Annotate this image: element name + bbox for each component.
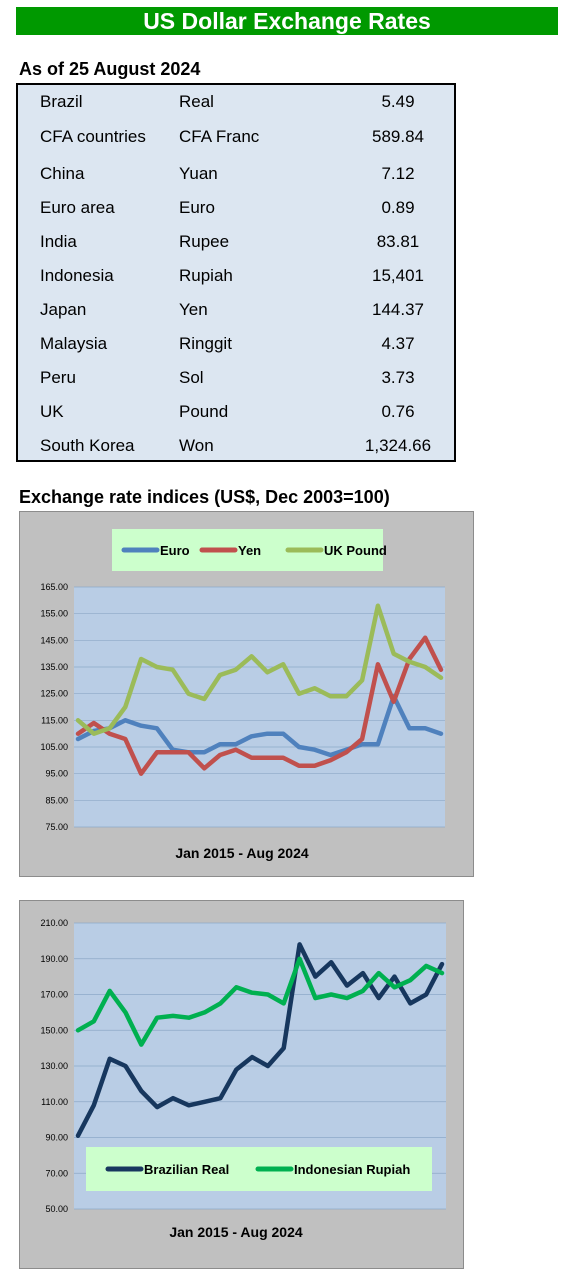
rate-row: Euro area Euro 0.89 xyxy=(18,196,454,220)
rate-value-cell: 15,401 xyxy=(372,266,424,285)
legend-label: Yen xyxy=(238,543,261,558)
indices-heading: Exchange rate indices (US$, Dec 2003=100… xyxy=(19,487,390,507)
y-tick-label: 125.00 xyxy=(40,689,68,699)
rate-row: India Rupee 83.81 xyxy=(18,230,454,254)
currency-cell: Won xyxy=(179,436,214,455)
y-tick-label: 210.00 xyxy=(40,918,68,928)
country-cell: Peru xyxy=(40,368,76,387)
y-tick-label: 95.00 xyxy=(45,769,68,779)
country-cell: UK xyxy=(40,402,64,421)
rate-value-cell: 0.76 xyxy=(381,402,415,421)
legend-label: UK Pound xyxy=(324,543,387,558)
legend-label: Brazilian Real xyxy=(144,1162,229,1177)
rate-row: Japan Yen 144.37 xyxy=(18,298,454,322)
series-line-1 xyxy=(75,635,444,776)
currency-cell: CFA Franc xyxy=(179,127,260,146)
y-tick-label: 85.00 xyxy=(45,795,68,805)
y-tick-label: 110.00 xyxy=(41,1097,68,1107)
series-line-0 xyxy=(75,942,445,1138)
currency-cell: Euro xyxy=(179,198,215,217)
rate-value-cell: 83.81 xyxy=(376,232,420,251)
rate-value-cell: 3.73 xyxy=(381,368,415,387)
y-tick-label: 150.00 xyxy=(40,1025,68,1035)
page-title: US Dollar Exchange Rates xyxy=(16,7,558,35)
legend-label: Indonesian Rupiah xyxy=(294,1162,410,1177)
rate-row: Peru Sol 3.73 xyxy=(18,366,454,390)
country-cell: South Korea xyxy=(40,436,135,455)
y-tick-label: 190.00 xyxy=(40,954,68,964)
rate-value-cell: 4.37 xyxy=(381,334,415,353)
y-tick-label: 115.00 xyxy=(41,715,68,725)
currency-cell: Pound xyxy=(179,402,229,421)
currency-cell: Yen xyxy=(179,300,208,319)
series-line-2 xyxy=(75,603,444,736)
currency-cell: Yuan xyxy=(179,164,218,183)
y-tick-label: 170.00 xyxy=(40,990,68,1000)
y-tick-label: 145.00 xyxy=(40,635,68,645)
y-tick-label: 75.00 xyxy=(45,822,68,832)
y-tick-label: 130.00 xyxy=(40,1061,68,1071)
country-cell: CFA countries xyxy=(40,127,146,146)
rate-value-cell: 7.12 xyxy=(381,164,415,183)
currency-cell: Ringgit xyxy=(179,334,232,353)
currency-cell: Real xyxy=(179,92,214,111)
rate-row: CFA countries CFA Franc 589.84 xyxy=(18,125,454,149)
series-line-0 xyxy=(75,694,444,758)
country-cell: Malaysia xyxy=(40,334,108,353)
rate-row: South Korea Won 1,324.66 xyxy=(18,434,454,458)
rate-row: China Yuan 7.12 xyxy=(18,162,454,186)
chart1-svg: 165.00 155.00 145.00 135.00 125.00 115.00 105.… xyxy=(40,529,445,861)
y-tick-label: 155.00 xyxy=(40,609,68,619)
y-tick-label: 165.00 xyxy=(40,582,68,592)
y-tick-label: 50.00 xyxy=(45,1204,68,1214)
rate-value-cell: 5.49 xyxy=(381,92,415,111)
rate-row: Indonesia Rupiah 15,401 xyxy=(18,264,454,288)
rate-row: UK Pound 0.76 xyxy=(18,400,454,424)
country-cell: Euro area xyxy=(40,198,115,217)
rates-table: Brazil Real 5.49 CFA countries CFA Franc 589.… xyxy=(16,83,456,462)
rate-row: Brazil Real 5.49 xyxy=(18,90,454,114)
y-tick-label: 105.00 xyxy=(40,742,68,752)
legend-label: Euro xyxy=(160,543,190,558)
country-cell: Brazil xyxy=(40,92,83,111)
indices-chart-2: 210.00 190.00 170.00 150.00 130.00 110.00 90.0… xyxy=(19,900,464,1269)
indices-chart-1: 165.00 155.00 145.00 135.00 125.00 115.00 105.… xyxy=(19,511,474,877)
rate-value-cell: 0.89 xyxy=(381,198,415,217)
y-tick-label: 70.00 xyxy=(45,1168,68,1178)
x-axis-label: Jan 2015 - Aug 2024 xyxy=(169,1224,303,1240)
rate-row: Malaysia Ringgit 4.37 xyxy=(18,332,454,356)
rates-heading: As of 25 August 2024 xyxy=(19,59,201,79)
country-cell: China xyxy=(40,164,85,183)
y-tick-label: 135.00 xyxy=(40,662,68,672)
rate-value-cell: 1,324.66 xyxy=(364,436,432,455)
rate-value-cell: 589.84 xyxy=(372,127,424,146)
chart2-svg: 210.00 190.00 170.00 150.00 130.00 110.00 90.0… xyxy=(40,918,446,1240)
country-cell: Japan xyxy=(40,300,87,319)
y-tick-label: 90.00 xyxy=(45,1133,68,1143)
currency-cell: Rupiah xyxy=(179,266,233,285)
currency-cell: Sol xyxy=(179,368,204,387)
country-cell: India xyxy=(40,232,77,251)
x-axis-label: Jan 2015 - Aug 2024 xyxy=(175,845,309,861)
currency-cell: Rupee xyxy=(179,232,230,251)
series-line-1 xyxy=(75,956,445,1047)
country-cell: Indonesia xyxy=(40,266,114,285)
rate-value-cell: 144.37 xyxy=(372,300,424,319)
